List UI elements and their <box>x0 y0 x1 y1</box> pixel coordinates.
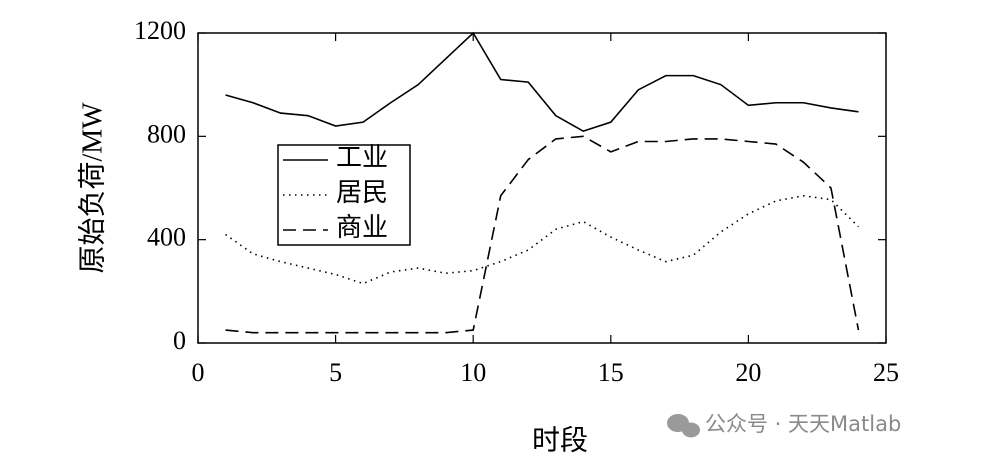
series-line <box>225 135 860 334</box>
x-tick-label: 15 <box>598 358 624 387</box>
y-tick-label: 0 <box>173 326 186 355</box>
y-tick-label: 800 <box>147 119 186 148</box>
series-line <box>225 194 860 285</box>
series-line <box>225 31 859 133</box>
plot-frame <box>197 32 887 344</box>
legend-box <box>277 144 411 246</box>
legend-label: 居民 <box>336 178 388 207</box>
legend-label: 工业 <box>336 143 388 172</box>
x-tick-label: 0 <box>192 358 205 387</box>
x-tick-label: 10 <box>460 358 486 387</box>
watermark-icon <box>667 414 700 438</box>
x-tick-label: 20 <box>735 358 761 387</box>
y-tick-label: 1200 <box>134 16 186 45</box>
x-axis-label: 时段 <box>532 424 588 456</box>
x-tick-label: 5 <box>329 358 342 387</box>
x-tick-label: 25 <box>873 358 899 387</box>
y-tick-label: 400 <box>147 223 186 252</box>
watermark: 公众号 · 天天Matlab <box>705 412 901 436</box>
legend-label: 商业 <box>336 213 388 242</box>
y-axis-label: 原始负荷/MW <box>76 102 108 274</box>
